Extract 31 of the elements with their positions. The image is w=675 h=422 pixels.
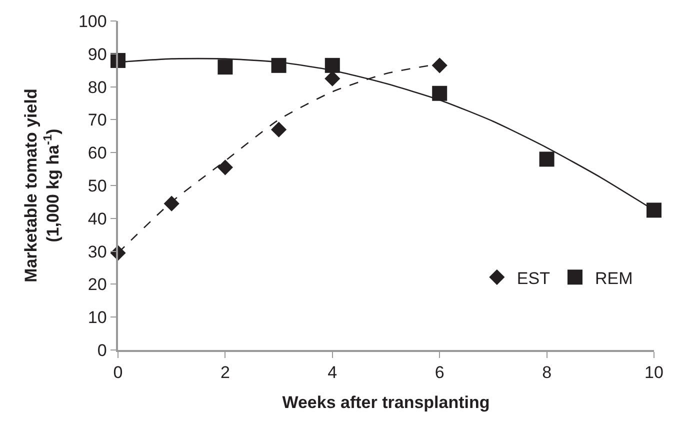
point: [539, 152, 554, 167]
point: [324, 70, 340, 86]
x-tick-label: 6: [434, 363, 444, 382]
point: [164, 196, 180, 212]
point: [646, 202, 662, 218]
y-tick-label: 30: [88, 242, 107, 262]
point: [218, 60, 233, 75]
x-tick-label: 0: [113, 363, 123, 382]
y-tick-label: 40: [88, 209, 107, 228]
point: [324, 58, 340, 73]
point: [271, 122, 287, 138]
y-tick-label: 10: [88, 308, 107, 328]
y-tick-label: 90: [88, 44, 107, 64]
point: [432, 58, 448, 74]
y-tick-label: 70: [88, 110, 107, 130]
x-tick-label: 8: [542, 363, 552, 382]
point: [271, 58, 286, 73]
y-tick-label: 60: [88, 144, 107, 163]
point: [432, 86, 448, 101]
x-tick-label: 4: [328, 363, 338, 382]
point: [217, 160, 233, 176]
x-tick-label: 2: [220, 363, 230, 382]
x-tick-label: 10: [644, 363, 664, 382]
legend-label: REM: [594, 268, 633, 288]
y-tick-label: 20: [88, 275, 107, 294]
y-tick-label: 100: [78, 12, 107, 31]
y-tick-label: 50: [88, 176, 107, 196]
legend-label: EST: [516, 268, 550, 288]
y-tick-label: 0: [97, 340, 107, 360]
y-tick-label: 80: [88, 78, 107, 97]
x-axis-title: Weeks after transplanting: [282, 393, 490, 412]
